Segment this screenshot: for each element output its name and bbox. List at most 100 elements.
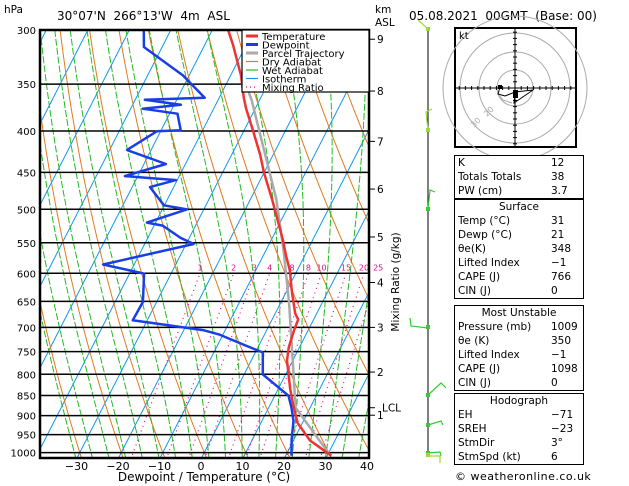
wet-adiabat-line: [325, 30, 367, 457]
legend-label: Temperature: [261, 32, 325, 43]
pressure-tick-label: 650: [17, 297, 36, 308]
wind-barb-dot: [426, 423, 430, 427]
legend-label: Mixing Ratio: [262, 83, 324, 94]
hodograph-unit-label: kt: [459, 31, 469, 42]
most-unstable-row: Lifted Index −1: [455, 348, 583, 362]
surface-row: CIN (J) 0: [455, 284, 583, 298]
isotherm-line: [284, 291, 369, 457]
row-label: Lifted Index: [458, 349, 520, 361]
credit-footer: © weatheronline.co.uk: [455, 470, 592, 483]
pressure-tick-label: 300: [17, 26, 36, 37]
mixing-ratio-label: 20: [359, 263, 369, 272]
legend-label: Isotherm: [262, 75, 306, 86]
legend-label: Dewpoint: [262, 41, 310, 52]
location-title: 30°07'N 266°13'W 4m ASL: [57, 9, 230, 23]
row-label: Pressure (mb): [458, 321, 532, 333]
temperature-tick-label: 0: [198, 460, 205, 473]
row-value: 1098: [551, 363, 578, 375]
pressure-tick-label: 600: [17, 269, 36, 280]
mixing-ratio-label: 25: [373, 263, 383, 272]
surface-row: Dewp (°C) 21: [455, 228, 583, 242]
wind-barb-dot: [426, 453, 430, 457]
wind-barb: [427, 420, 444, 426]
temperature-tick-label: 20: [277, 460, 291, 473]
height-unit-km: km: [375, 4, 392, 16]
x-axis-title: Dewpoint / Temperature (°C): [118, 470, 290, 484]
row-label: Dewp (°C): [458, 229, 512, 241]
surface-row: CAPE (J) 766: [455, 270, 583, 284]
mixing-ratio-line: [285, 273, 347, 457]
isotherm-line: [41, 30, 89, 123]
wind-barb-column: [409, 19, 447, 463]
height-tick-label: 1: [377, 410, 384, 422]
hodograph-stats-row: StmSpd (kt) 6: [455, 450, 583, 464]
row-label: θe(K): [458, 243, 486, 255]
temperature-tick-label: −20: [106, 460, 129, 473]
surface-row: θe(K) 348: [455, 242, 583, 256]
most-unstable-row: CIN (J) 0: [455, 376, 583, 390]
surface-row: Temp (°C) 31: [455, 214, 583, 228]
wind-barb-dot: [426, 207, 430, 211]
indices-row: PW (cm) 3.7: [455, 184, 583, 198]
row-value: −1: [551, 349, 567, 361]
row-value: 38: [551, 171, 565, 183]
row-label: PW (cm): [458, 185, 503, 197]
mixing-ratio-label: 2: [231, 263, 236, 272]
wet-adiabat-line: [148, 30, 227, 457]
legend-label: Parcel Trajectory: [262, 49, 345, 60]
wet-adiabat-line: [69, 30, 160, 457]
row-value: 766: [551, 271, 572, 283]
wind-barb: [427, 382, 447, 396]
height-tick-label: 5: [377, 232, 384, 244]
row-label: CAPE (J): [458, 363, 501, 375]
storm-motion-marker: [513, 90, 518, 98]
pressure-tick-label: 450: [17, 168, 36, 179]
wind-barb: [428, 455, 441, 463]
mixing-ratio-line: [204, 273, 271, 457]
most-unstable-title: Most Unstable: [481, 307, 557, 319]
height-tick-label: 3: [377, 322, 384, 334]
row-value: 1009: [551, 321, 578, 333]
indices-row: K 12: [455, 156, 583, 170]
row-value: 12: [551, 157, 565, 169]
pressure-tick-label: 700: [17, 323, 36, 334]
mixing-ratio-label: 3: [252, 263, 257, 272]
row-value: 348: [551, 243, 572, 255]
legend-label: Dry Adiabat: [262, 58, 321, 69]
mixing-ratio-label: 8: [306, 263, 311, 272]
height-tick-label: 9: [377, 34, 384, 46]
mixing-ratio-label: 1: [197, 263, 202, 272]
legend-box: [241, 29, 370, 93]
wind-barb: [425, 108, 433, 131]
wind-barb: [427, 451, 442, 457]
indices-row: Totals Totals 38: [455, 170, 583, 184]
most-unstable-row: Pressure (mb) 1009: [455, 320, 583, 334]
wet-adiabat-line: [242, 30, 281, 457]
temperature-tick-label: 30: [319, 460, 333, 473]
wind-barb: [409, 317, 429, 329]
hodograph-stats-row: SREH −23: [455, 422, 583, 436]
mixing-ratio-line: [228, 273, 293, 457]
height-tick-label: 7: [377, 136, 384, 148]
row-label: EH: [458, 409, 473, 421]
row-label: SREH: [458, 423, 487, 435]
row-label: StmDir: [458, 437, 495, 449]
hodograph-stats-row: EH −71: [455, 408, 583, 422]
pressure-tick-label: 850: [17, 392, 36, 403]
most-unstable-table: Most Unstable Pressure (mb) 1009 θe (K) 350 L…: [454, 305, 584, 391]
indices-table: K 12 Totals Totals 38 PW (cm) 3.7: [454, 155, 584, 199]
row-label: CIN (J): [458, 377, 491, 389]
wet-adiabat-line: [375, 30, 460, 460]
height-tick-label: 8: [377, 86, 384, 98]
pressure-tick-label: 1000: [11, 449, 36, 460]
hodograph-trace-upper: [498, 94, 513, 104]
isotherm-line: [0, 30, 5, 460]
pressure-unit-label: hPa: [4, 4, 23, 16]
row-label: Temp (°C): [458, 215, 511, 227]
wet-adiabat-line: [175, 30, 243, 457]
mixing-ratio-line: [259, 273, 323, 457]
row-value: 3.7: [551, 185, 568, 197]
wet-adiabat-line: [86, 30, 176, 457]
